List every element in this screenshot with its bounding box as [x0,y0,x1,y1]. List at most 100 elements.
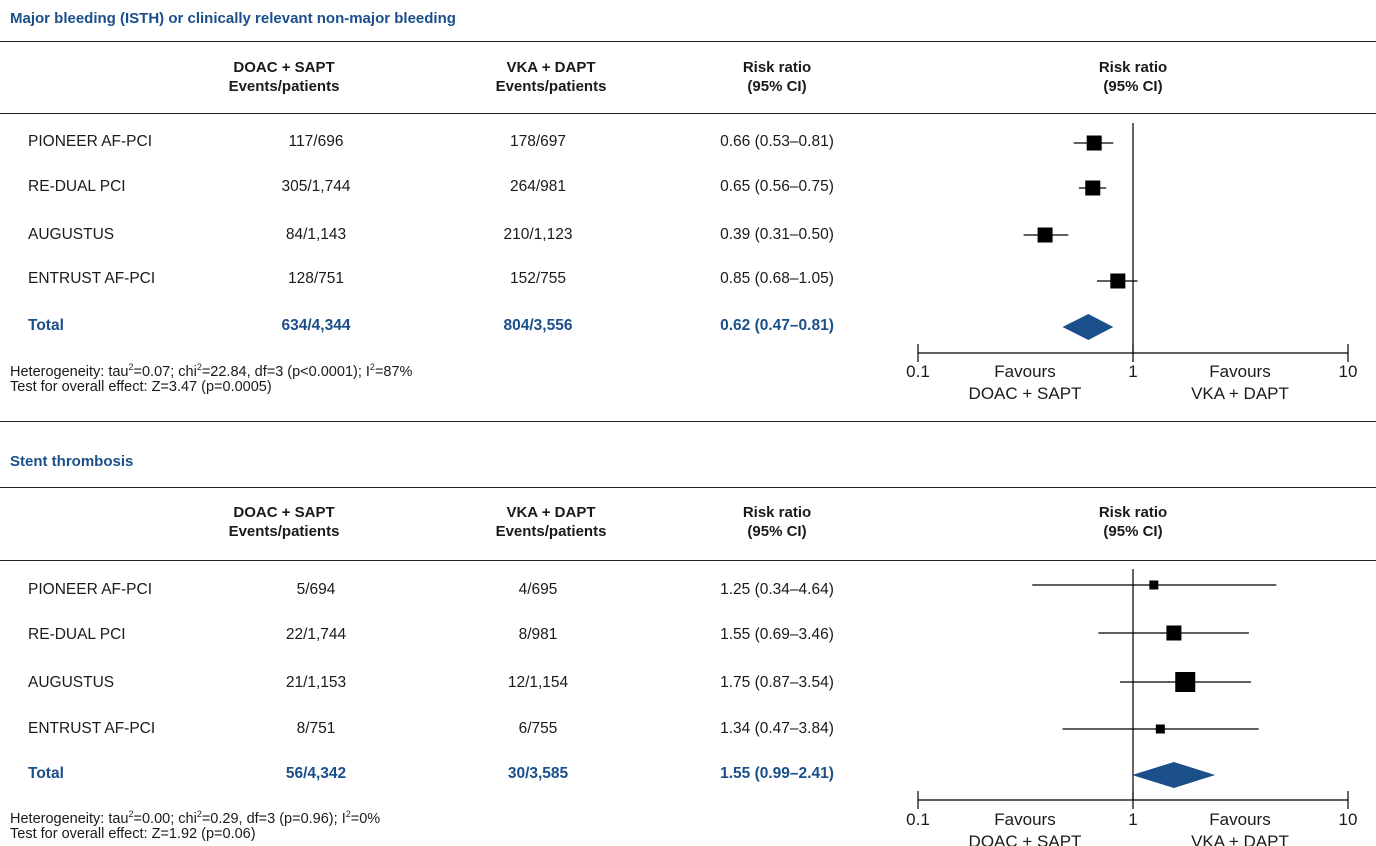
divider [0,421,1376,422]
study-marker [1037,227,1053,243]
study-name: RE-DUAL PCI [28,178,126,195]
het-text: Heterogeneity: tau [10,363,129,380]
column-header-line: Risk ratio [1098,59,1168,76]
study-name: ENTRUST AF-PCI [28,720,156,737]
column-header-line: Risk ratio [742,59,812,76]
overall-effect-note: Test for overall effect: Z=1.92 (p=0.06) [10,826,256,842]
doac-events: 5/694 [296,581,336,598]
het-text: Heterogeneity: tau [10,810,129,827]
superscript: 2 [196,809,202,819]
het-text: =0.29, df=3 (p=0.96); I [201,810,346,827]
column-header-risk-ratio: Risk ratio (95% CI) [707,503,847,541]
column-header-line: (95% CI) [1103,523,1163,540]
study-name: AUGUSTUS [28,226,115,243]
total-risk-ratio: 0.62 (0.47–0.81) [720,317,834,334]
het-text: =22.84, df=3 (p<0.0001); I [201,363,370,380]
vka-events: 152/755 [509,270,567,287]
het-text: =0% [350,810,381,827]
favours-right-label: Favours [1209,362,1270,381]
superscript: 2 [369,362,375,372]
favours-left-label: DOAC + SAPT [969,832,1082,846]
risk-ratio-value: 0.39 (0.31–0.50) [720,226,834,243]
favours-left-label: Favours [994,810,1055,829]
panel-title: Stent thrombosis [10,453,134,470]
pooled-diamond [1062,314,1114,340]
het-text: =0.07; chi [133,363,197,380]
forest-plot: 0.1 1 10 Favours DOAC + SAPT Favours VKA + DAP… [906,123,1358,403]
superscript: 2 [345,809,351,819]
study-name: AUGUSTUS [28,674,115,691]
plot-header: Risk ratio (95% CI) [1063,503,1203,541]
study-marker [1086,135,1102,151]
doac-events: 305/1,744 [281,178,351,195]
column-header-doac: DOAC + SAPT Events/patients [214,503,354,541]
vka-events: 6/755 [518,720,558,737]
total-doac-events: 56/4,342 [285,765,347,782]
total-risk-ratio: 1.55 (0.99–2.41) [720,765,834,782]
column-header-line: Risk ratio [1098,504,1168,521]
risk-ratio-value: 1.25 (0.34–4.64) [720,581,834,598]
doac-events: 84/1,143 [285,226,347,243]
total-label: Total [28,317,64,334]
column-header-line: DOAC + SAPT [233,504,335,521]
divider [0,487,1376,488]
superscript: 2 [128,809,134,819]
x-tick-label: 1 [1128,810,1137,829]
doac-events: 117/696 [288,133,344,150]
pooled-diamond [1132,762,1216,788]
divider [0,560,1376,561]
risk-ratio-value: 1.75 (0.87–3.54) [720,674,834,691]
favours-left-label: Favours [994,362,1055,381]
favours-right-label: Favours [1209,810,1270,829]
divider [0,113,1376,114]
study-name: RE-DUAL PCI [28,626,126,643]
panel-title: Major bleeding (ISTH) or clinically rele… [10,10,456,27]
total-doac-events: 634/4,344 [281,317,351,334]
vka-events: 210/1,123 [503,226,573,243]
superscript: 2 [196,362,202,372]
vka-events: 264/981 [509,178,567,195]
column-header-line: (95% CI) [747,78,807,95]
column-header-vka: VKA + DAPT Events/patients [471,58,631,96]
column-header-line: Events/patients [228,523,340,540]
vka-events: 12/1,154 [507,674,569,691]
column-header-line: Events/patients [495,78,607,95]
study-name: PIONEER AF-PCI [28,133,153,150]
total-vka-events: 30/3,585 [507,765,569,782]
risk-ratio-value: 1.55 (0.69–3.46) [720,626,834,643]
het-text: =87% [374,363,413,380]
column-header-line: (95% CI) [1103,78,1163,95]
superscript: 2 [128,362,134,372]
vka-events: 4/695 [518,581,558,598]
divider [0,41,1376,42]
study-marker [1175,672,1196,692]
x-tick-label: 1 [1128,362,1137,381]
vka-events: 178/697 [509,133,567,150]
column-header-vka: VKA + DAPT Events/patients [471,503,631,541]
column-header-doac: DOAC + SAPT Events/patients [214,58,354,96]
column-header-line: (95% CI) [747,523,807,540]
x-tick-label: 0.1 [906,362,930,381]
total-vka-events: 804/3,556 [503,317,573,334]
doac-events: 8/751 [296,720,336,737]
doac-events: 22/1,744 [285,626,347,643]
study-marker [1155,724,1165,734]
overall-effect-note: Test for overall effect: Z=3.47 (p=0.000… [10,379,272,395]
study-name: ENTRUST AF-PCI [28,270,156,287]
x-tick-label: 10 [1339,810,1358,829]
doac-events: 21/1,153 [285,674,347,691]
risk-ratio-value: 0.65 (0.56–0.75) [720,178,834,195]
doac-events: 128/751 [287,270,345,287]
x-tick-label: 0.1 [906,810,930,829]
het-text: =0.00; chi [133,810,197,827]
vka-events: 8/981 [518,626,558,643]
column-header-line: Events/patients [495,523,607,540]
column-header-line: VKA + DAPT [506,504,596,521]
study-marker [1166,625,1182,641]
column-header-line: Risk ratio [742,504,812,521]
x-tick-label: 10 [1339,362,1358,381]
plot-header: Risk ratio (95% CI) [1063,58,1203,96]
favours-right-label: VKA + DAPT [1191,832,1289,846]
study-name: PIONEER AF-PCI [28,581,153,598]
